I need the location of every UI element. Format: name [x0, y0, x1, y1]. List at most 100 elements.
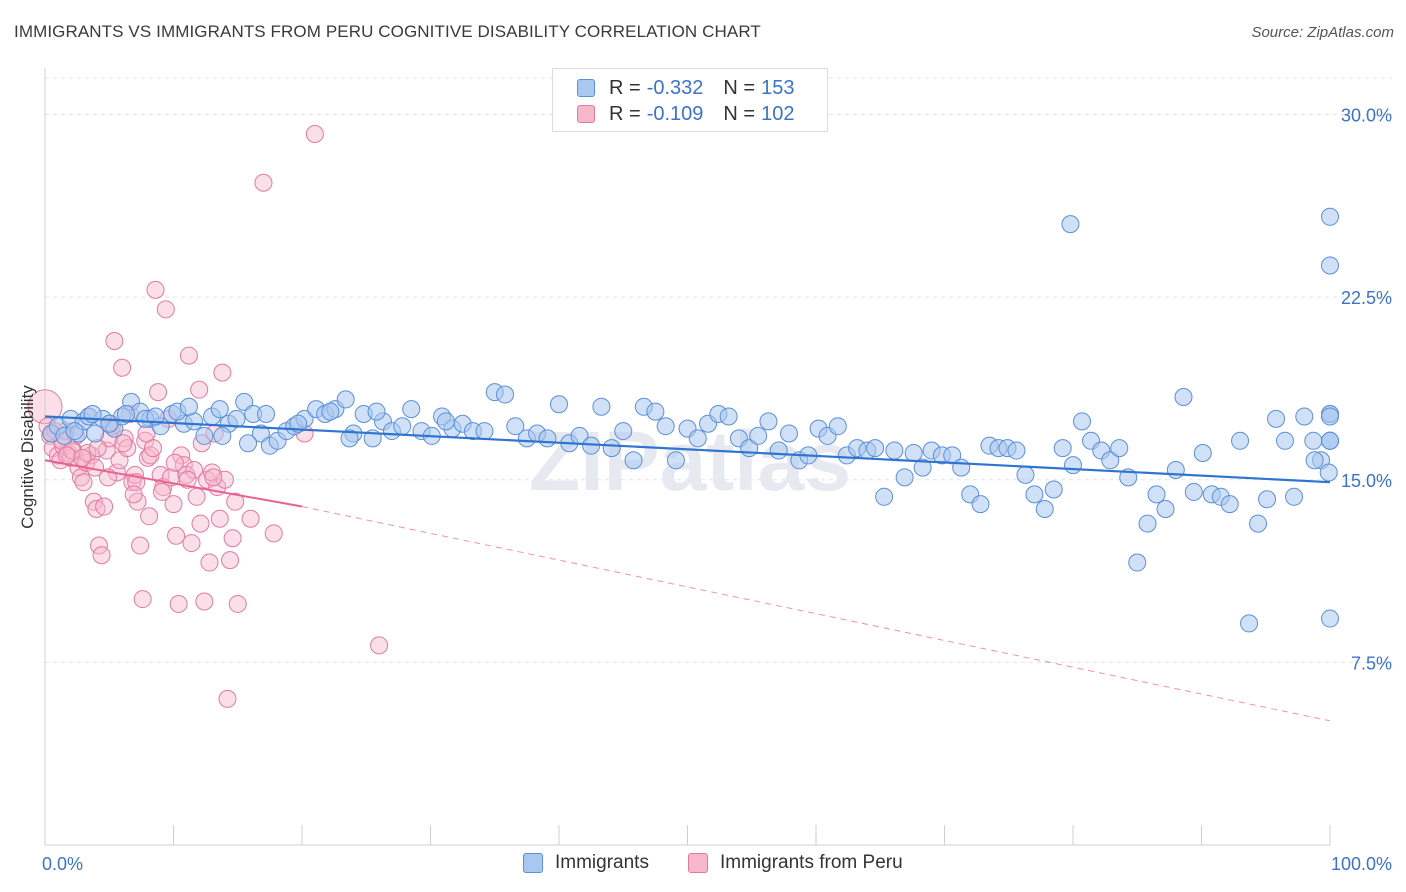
data-point [1321, 207, 1339, 226]
data-point [538, 429, 557, 448]
x-tick-label: 0.0% [42, 854, 83, 874]
data-point [1053, 439, 1072, 458]
data-point [1156, 499, 1175, 518]
data-point [1025, 485, 1044, 504]
data-point [1321, 256, 1339, 275]
bottom-legend-immigrants: Immigrants [523, 852, 649, 874]
data-point [646, 402, 665, 421]
r-label: R = [609, 76, 641, 99]
data-point [210, 400, 229, 419]
data-point [904, 443, 923, 462]
data-point [1166, 461, 1185, 480]
data-point [221, 551, 240, 570]
data-point [204, 468, 223, 487]
n-label: N = [723, 76, 756, 99]
data-point [218, 689, 237, 708]
data-point [1016, 465, 1035, 484]
data-point [215, 470, 234, 489]
data-point [475, 422, 494, 441]
data-point [393, 417, 412, 436]
data-point [1231, 431, 1250, 450]
data-point [57, 446, 76, 465]
data-point [179, 346, 198, 365]
data-point [1184, 482, 1203, 501]
data-point [228, 594, 247, 613]
axes [44, 68, 1331, 846]
data-point [1007, 441, 1026, 460]
legend-swatch-pink [577, 105, 595, 123]
data-point [321, 402, 340, 421]
data-point [1064, 456, 1082, 475]
data-point [223, 529, 242, 548]
data-point [27, 389, 63, 425]
data-point [185, 461, 204, 480]
grid-lines [45, 77, 1392, 663]
bottom-swatch-pink [688, 853, 708, 873]
n-value: 153 [761, 76, 795, 99]
data-point [95, 497, 114, 516]
data-point [114, 434, 133, 453]
data-point [895, 468, 914, 487]
data-point [133, 590, 152, 609]
data-point [191, 514, 210, 533]
data-point [116, 405, 135, 424]
data-point [74, 473, 93, 492]
data-point [187, 487, 206, 506]
y-axis-label: Cognitive Disability [18, 385, 37, 529]
data-point [167, 526, 186, 545]
data-point [971, 495, 990, 514]
data-point [719, 407, 738, 426]
data-point [226, 492, 245, 511]
data-point [367, 402, 386, 421]
data-point [62, 441, 81, 460]
data-point [1258, 490, 1277, 509]
bottom-legend: Immigrants Immigrants from Peru [0, 852, 1406, 878]
data-point [138, 448, 157, 467]
source-label: Source: ZipAtlas.com [1251, 24, 1394, 41]
data-point [1321, 609, 1339, 628]
tick-labels: 7.5% 15.0% 22.5% 30.0% 0.0% 100.0% [42, 106, 1392, 874]
data-point [1193, 443, 1212, 462]
r-value: -0.109 [646, 102, 704, 125]
data-point [241, 509, 260, 528]
trend-line-immigrants [44, 415, 1331, 484]
data-point [105, 331, 124, 350]
data-point [165, 453, 184, 472]
data-point [1138, 514, 1157, 533]
data-point [952, 458, 971, 477]
legend-swatch-blue [577, 79, 595, 97]
data-point [251, 424, 270, 443]
data-point [227, 409, 246, 428]
data-point [780, 424, 799, 443]
data-point [146, 407, 165, 426]
y-tick-label: 30.0% [1341, 106, 1392, 126]
data-point [336, 390, 355, 409]
data-point [65, 422, 84, 441]
data-point [179, 397, 198, 416]
data-point [1267, 409, 1286, 428]
data-point [140, 507, 159, 526]
data-point [436, 412, 455, 431]
r-value: -0.332 [646, 76, 704, 99]
stats-legend: R = -0.332 N = 153 R = -0.109 N = 102 [552, 68, 828, 132]
data-point [239, 434, 258, 453]
data-point [688, 429, 707, 448]
data-point [759, 412, 778, 431]
data-point [235, 392, 254, 411]
data-point [1295, 407, 1314, 426]
data-point [254, 173, 273, 192]
bottom-legend-label: Immigrants [555, 852, 649, 873]
data-point [496, 385, 515, 404]
y-tick-label: 7.5% [1351, 653, 1392, 673]
data-point [164, 495, 183, 514]
data-point [1110, 439, 1129, 458]
data-point [1249, 514, 1268, 533]
data-point [113, 358, 132, 377]
data-point [1285, 487, 1304, 506]
data-point [614, 422, 633, 441]
data-point [1072, 412, 1091, 431]
data-point [1101, 451, 1120, 470]
data-point [885, 441, 904, 460]
data-point [305, 125, 324, 144]
